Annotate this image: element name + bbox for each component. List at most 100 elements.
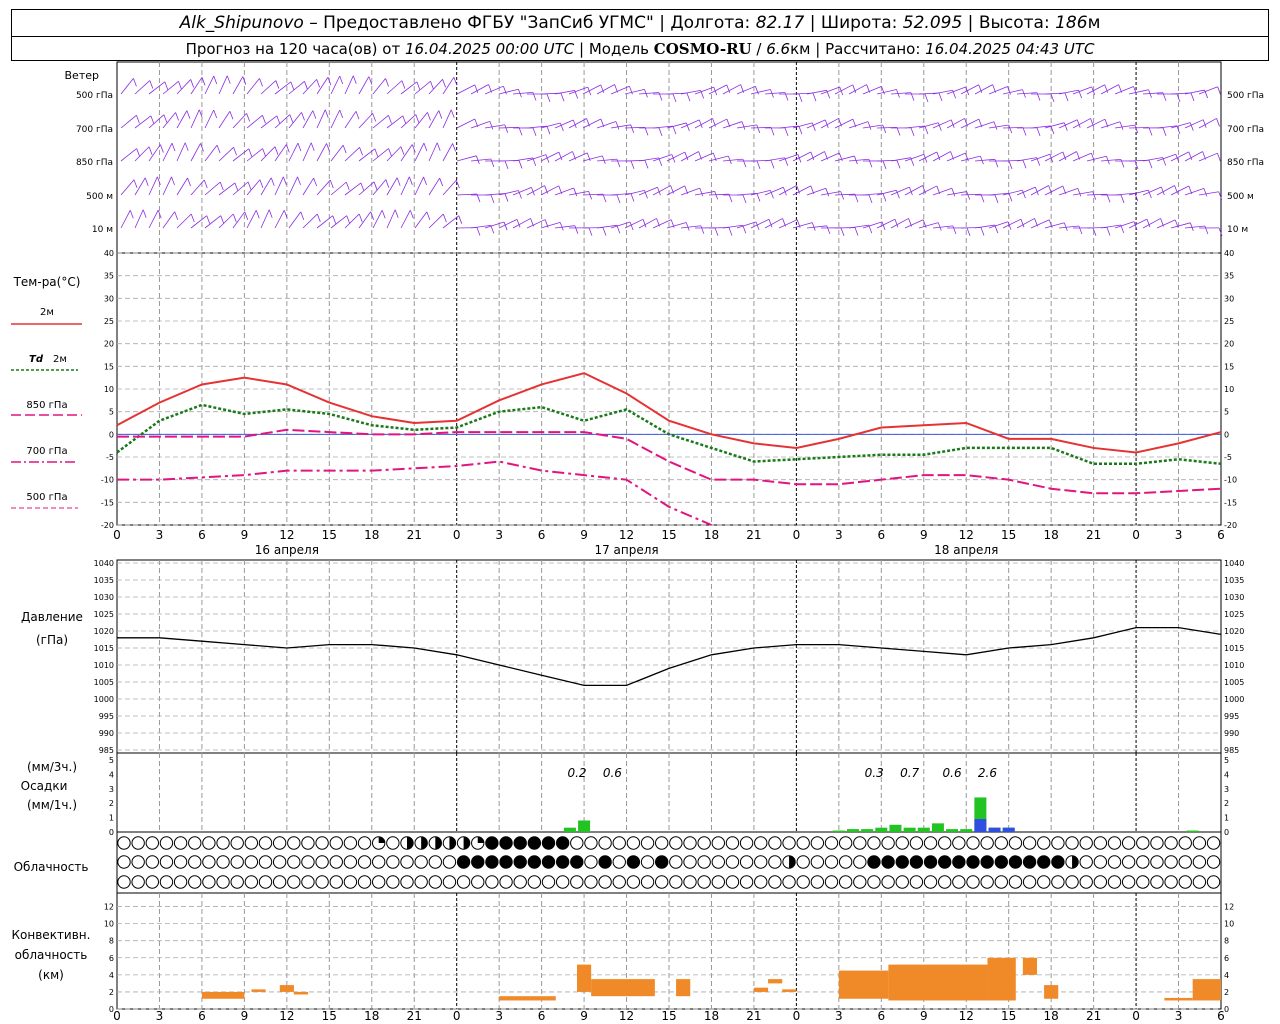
wind-barb — [1156, 125, 1177, 129]
wind-barb-feather — [374, 148, 379, 157]
hour-label-bottom: 21 — [407, 1009, 422, 1023]
wind-title: Ветер — [65, 69, 99, 82]
cloud-cover-icon — [669, 836, 683, 850]
wind-barb-feather — [359, 147, 363, 156]
ytick-right-pressure: 1015 — [1224, 644, 1244, 653]
wind-barb-feather — [436, 142, 441, 151]
ytick-left-pressure: 1020 — [94, 627, 114, 636]
wind-barb-feather — [1078, 225, 1083, 235]
wind-barb-feather — [755, 221, 760, 231]
wind-barb — [176, 213, 192, 229]
wind-barb-feather — [910, 127, 915, 137]
wind-level-left: 850 гПа — [76, 158, 113, 168]
cloud-cover-icon — [329, 875, 343, 889]
wind-barb-feather — [545, 154, 550, 163]
wind-barb-feather — [490, 225, 495, 234]
wind-barb-feather — [144, 177, 149, 186]
wind-barb — [232, 113, 247, 129]
cloud-cover-icon — [867, 855, 881, 869]
wind-barb-feather — [372, 113, 377, 122]
wind-barb — [274, 210, 285, 229]
hour-label-bottom: 0 — [113, 1009, 121, 1023]
wind-barb — [1044, 222, 1065, 229]
cloud-cover-icon — [287, 836, 301, 850]
wind-barb-feather — [164, 81, 169, 90]
wind-barb-feather — [1202, 119, 1207, 128]
wind-barb-feather — [442, 213, 447, 223]
wind-barb — [568, 152, 588, 162]
cloud-cover-icon — [584, 875, 598, 889]
wind-barb-feather — [342, 144, 347, 154]
hour-label-bottom: 9 — [580, 1009, 588, 1023]
cloud-cover-fill — [1072, 855, 1079, 869]
wind-barb — [1184, 225, 1205, 229]
ytick-left-conv: 10 — [104, 920, 114, 929]
wind-barb — [512, 92, 533, 95]
conv-bar — [293, 991, 309, 995]
wind-barb-feather — [1022, 127, 1027, 136]
wind-barb — [750, 127, 772, 129]
cloud-cover-icon — [117, 855, 131, 869]
wind-barb — [1156, 153, 1176, 162]
cloud-cover-icon — [357, 836, 372, 850]
wind-barb — [386, 177, 398, 196]
cloud-cover-icon — [541, 875, 556, 889]
wind-barb-feather — [415, 114, 420, 123]
cloud-cover-icon — [584, 836, 598, 850]
wind-barb-feather — [1007, 221, 1012, 230]
wind-barb-feather — [1189, 122, 1194, 131]
wind-barb-feather — [242, 76, 247, 85]
wind-barb — [470, 121, 491, 129]
wind-barb-feather — [1148, 189, 1152, 199]
precip-unit-1h: (мм/1ч.) — [27, 798, 77, 812]
wind-barb — [1002, 127, 1024, 129]
wind-barb — [652, 185, 671, 196]
cloud-cover-icon — [1065, 875, 1079, 889]
wind-barb-feather — [909, 187, 913, 196]
precip-annotation: 0.3 — [865, 766, 884, 780]
wind-barb — [232, 148, 250, 162]
wind-barb — [988, 192, 1009, 196]
wind-barb — [204, 144, 218, 162]
wind-barb — [414, 176, 424, 196]
ytick-left-temp: 0 — [109, 430, 114, 439]
wind-barb — [190, 179, 205, 196]
cloud-cover-icon — [400, 855, 414, 869]
wind-barb-feather — [1217, 86, 1222, 95]
wind-barb-feather — [297, 142, 302, 152]
calc-time: 16.04.2025 04:43 UTC — [925, 40, 1095, 58]
wind-barb — [316, 109, 326, 129]
cloud-cover-icon — [1107, 875, 1122, 889]
wind-barb-feather — [615, 121, 620, 130]
wind-barb — [960, 155, 981, 162]
wind-barb — [890, 157, 911, 162]
wind-barb — [764, 157, 785, 162]
wind-barb — [834, 118, 854, 129]
wind-barb — [904, 185, 923, 196]
hour-label-top: 0 — [1132, 528, 1140, 542]
wind-barb — [316, 215, 333, 229]
cloud-cover-icon — [1037, 836, 1051, 850]
hour-label-bottom: 0 — [793, 1009, 801, 1023]
wind-barb-feather — [426, 211, 431, 221]
wind-barb-feather — [644, 190, 648, 199]
wind-barb — [918, 122, 939, 129]
wind-barb — [484, 221, 505, 229]
cloud-cover-icon — [1093, 855, 1108, 869]
ytick-left-conv: 2 — [109, 988, 114, 997]
cloud-cover-icon — [994, 875, 1008, 889]
hour-label-top: 0 — [453, 528, 461, 542]
cloud-cover-icon — [711, 875, 725, 889]
wind-barb — [400, 144, 413, 162]
conv-bar — [251, 989, 266, 992]
wind-barb — [540, 151, 560, 162]
hour-label-bottom: 0 — [1132, 1009, 1140, 1023]
wind-barb — [176, 142, 186, 162]
hour-label-top: 15 — [1001, 528, 1016, 542]
wind-barb — [498, 218, 518, 229]
ytick-left-temp: 5 — [109, 408, 114, 417]
cloud-cover-icon — [230, 875, 244, 889]
wind-barb — [260, 177, 272, 196]
wind-barb-feather — [671, 154, 676, 163]
wind-barb — [498, 88, 519, 95]
